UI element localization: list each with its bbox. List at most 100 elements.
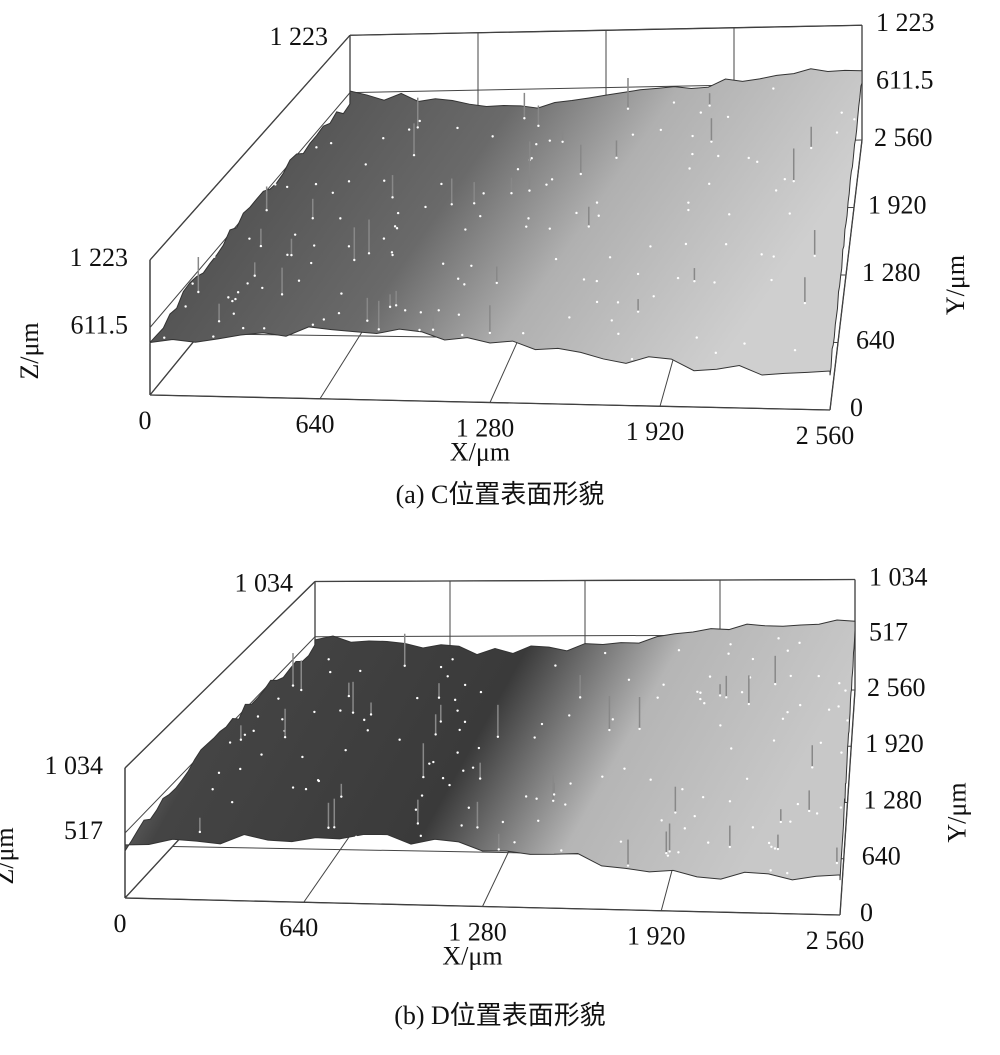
speck	[595, 300, 599, 304]
speck	[652, 295, 655, 298]
speck	[595, 201, 599, 204]
speck	[331, 191, 335, 194]
speck	[684, 242, 688, 246]
speck	[416, 696, 419, 700]
caption: (b) D位置表面形貌	[394, 1001, 606, 1030]
speck	[439, 665, 443, 669]
speck	[456, 709, 459, 712]
speck	[714, 351, 718, 355]
speck	[687, 201, 690, 204]
speck	[382, 136, 385, 140]
speck	[693, 279, 696, 283]
speck	[619, 840, 623, 843]
speck	[626, 864, 630, 867]
speck	[726, 115, 730, 119]
speck	[416, 126, 419, 129]
z-axis-label: Z/μm	[0, 827, 19, 884]
speck	[441, 776, 445, 780]
speck	[418, 328, 421, 332]
speck	[333, 826, 336, 829]
speck	[730, 747, 733, 750]
speck	[811, 766, 814, 769]
speck	[718, 694, 722, 697]
speck	[322, 318, 326, 321]
z-tick-label: 1 223	[270, 22, 329, 51]
speck	[234, 297, 237, 301]
speck	[560, 849, 563, 852]
speck	[838, 682, 841, 685]
speck	[315, 146, 318, 149]
speck	[776, 847, 780, 851]
grid-line	[149, 394, 831, 411]
speck	[398, 738, 401, 741]
speck	[327, 826, 330, 829]
speck	[535, 797, 538, 800]
speck	[286, 253, 289, 257]
speck	[228, 741, 232, 744]
z-tick-label: 1 034	[235, 568, 294, 597]
speck	[660, 819, 663, 822]
speck	[798, 703, 802, 707]
speck	[701, 795, 705, 799]
speck	[184, 305, 187, 308]
speck	[769, 869, 772, 872]
speck	[369, 713, 373, 716]
speck	[674, 811, 677, 814]
speck	[779, 820, 782, 824]
speck	[463, 683, 467, 687]
speck	[347, 245, 351, 248]
speck	[608, 728, 611, 732]
speck	[418, 119, 421, 123]
speck	[327, 658, 330, 661]
speck	[615, 156, 618, 160]
speck	[729, 643, 732, 646]
speck	[656, 696, 659, 699]
z-tick-label: 1 034	[45, 751, 104, 780]
speck	[403, 664, 406, 667]
speck	[810, 146, 813, 150]
speck	[807, 809, 811, 813]
speck	[564, 803, 567, 806]
speck	[552, 799, 555, 802]
grid-line	[124, 897, 841, 916]
speck	[458, 728, 461, 732]
speck	[525, 225, 528, 228]
speck	[786, 710, 789, 714]
x-tick-label: 0	[139, 406, 152, 435]
speck	[393, 225, 397, 228]
x-tick-label: 0	[114, 909, 127, 938]
speck	[786, 649, 789, 652]
speck	[788, 212, 791, 215]
speck	[291, 684, 295, 687]
speck	[453, 698, 457, 702]
speck	[280, 293, 284, 296]
speck	[713, 281, 716, 284]
speck	[760, 253, 763, 256]
speck	[293, 233, 297, 236]
speck	[477, 746, 481, 750]
speck	[770, 845, 773, 848]
speck	[261, 286, 264, 290]
speck	[626, 107, 630, 110]
speck	[217, 320, 221, 323]
speck	[772, 739, 776, 742]
speck	[725, 696, 728, 699]
speck	[388, 305, 392, 309]
speck	[211, 788, 214, 791]
speck	[217, 771, 221, 775]
speck	[256, 715, 260, 718]
speck	[533, 736, 536, 739]
speck	[428, 762, 431, 765]
speck	[451, 658, 454, 661]
speck	[246, 282, 249, 285]
speck	[772, 87, 775, 90]
speck	[227, 296, 230, 299]
speck	[491, 135, 494, 138]
speck	[431, 328, 435, 331]
speck	[554, 664, 557, 667]
speck	[353, 258, 356, 262]
speck	[301, 755, 304, 759]
speck	[649, 245, 652, 248]
y-tick-label: 640	[862, 842, 901, 871]
